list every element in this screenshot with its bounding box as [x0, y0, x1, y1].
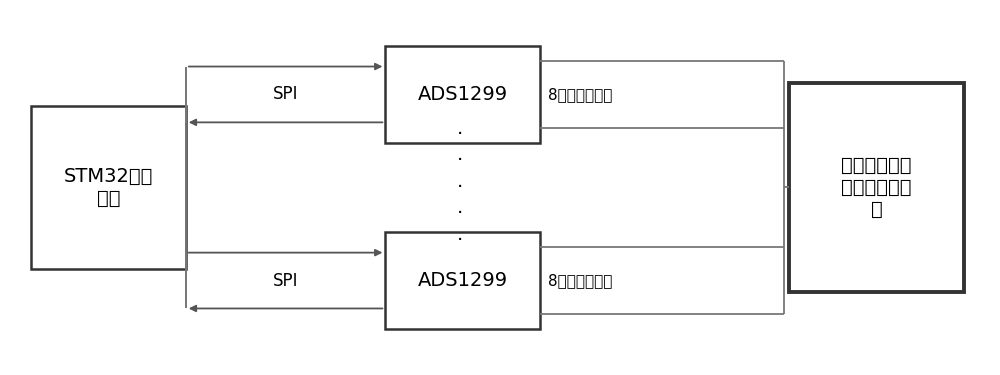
Text: SPI: SPI [273, 86, 298, 104]
Text: 8通道眼电信号: 8通道眼电信号 [548, 273, 612, 288]
Bar [385, 46, 540, 143]
Text: 8通道眼电信号: 8通道眼电信号 [548, 87, 612, 102]
Bar [385, 232, 540, 329]
Text: ADS1299: ADS1299 [418, 85, 508, 104]
Bar [789, 83, 964, 292]
Text: ·
·
·
·
·: · · · · · [457, 125, 463, 250]
Bar [31, 106, 186, 269]
Text: 多通道阵列眼
电信息采集电
极: 多通道阵列眼 电信息采集电 极 [841, 156, 912, 219]
Text: STM32主控
模块: STM32主控 模块 [64, 167, 153, 208]
Text: SPI: SPI [273, 272, 298, 290]
Text: ADS1299: ADS1299 [418, 271, 508, 290]
